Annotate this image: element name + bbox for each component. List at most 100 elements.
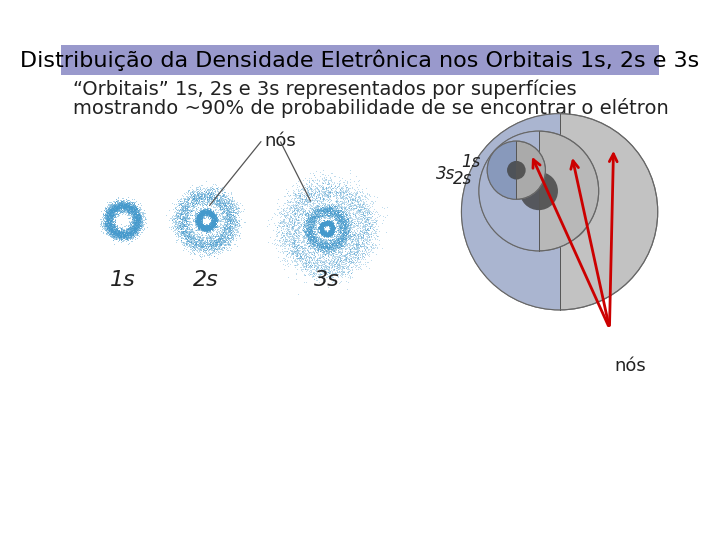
Point (220, 205, 232, 214)
Point (204, 207, 215, 216)
Point (314, 221, 325, 230)
Point (341, 251, 352, 259)
Point (287, 254, 299, 262)
Point (305, 239, 316, 248)
Point (129, 214, 140, 222)
Point (194, 208, 205, 217)
Point (130, 211, 142, 219)
Point (320, 229, 331, 238)
Point (300, 209, 312, 218)
Point (185, 226, 197, 234)
Point (323, 206, 334, 214)
Point (127, 204, 139, 212)
Point (129, 221, 140, 230)
Point (308, 232, 320, 241)
Point (115, 235, 127, 244)
Point (172, 225, 184, 234)
Point (302, 206, 313, 214)
Point (207, 221, 218, 230)
Point (128, 205, 140, 213)
Point (130, 211, 141, 219)
Point (361, 248, 372, 256)
Point (125, 228, 137, 237)
Point (201, 188, 212, 197)
Point (345, 257, 356, 266)
Point (320, 227, 331, 236)
Point (322, 231, 333, 239)
Point (197, 241, 209, 250)
Point (338, 215, 349, 224)
Point (331, 241, 343, 250)
Point (358, 199, 369, 208)
Point (351, 249, 363, 258)
Point (316, 227, 328, 235)
Point (195, 222, 207, 231)
Point (315, 220, 327, 228)
Point (308, 217, 320, 225)
Point (199, 224, 210, 232)
Point (316, 225, 328, 234)
Point (181, 199, 193, 207)
Point (108, 221, 120, 230)
Point (110, 204, 122, 212)
Point (356, 222, 367, 231)
Point (189, 237, 200, 245)
Point (305, 240, 317, 249)
Point (105, 231, 117, 239)
Point (204, 223, 216, 232)
Point (121, 225, 132, 233)
Point (324, 237, 336, 245)
Point (342, 228, 354, 237)
Point (209, 217, 220, 225)
Point (220, 241, 232, 249)
Point (297, 185, 309, 194)
Point (177, 227, 189, 235)
Point (314, 223, 325, 232)
Point (318, 227, 329, 236)
Point (192, 212, 204, 221)
Point (318, 238, 330, 247)
Point (130, 208, 141, 217)
Point (317, 241, 328, 250)
Point (306, 255, 318, 264)
Point (115, 201, 127, 210)
Point (192, 211, 204, 220)
Point (125, 207, 137, 215)
Point (102, 222, 113, 231)
Point (314, 237, 325, 246)
Point (192, 212, 203, 220)
Point (297, 237, 308, 246)
Point (321, 220, 333, 228)
Point (315, 224, 327, 232)
Point (339, 224, 351, 233)
Point (176, 214, 188, 223)
Point (111, 204, 122, 213)
Point (193, 239, 204, 247)
Point (284, 226, 296, 235)
Point (189, 192, 201, 200)
Point (215, 204, 226, 212)
Point (125, 231, 137, 239)
Point (100, 223, 112, 232)
Point (361, 213, 372, 221)
Point (322, 228, 333, 237)
Point (124, 204, 135, 212)
Point (223, 223, 235, 232)
Point (122, 230, 133, 239)
Point (212, 237, 223, 246)
Point (322, 230, 333, 239)
Point (314, 242, 325, 251)
Point (196, 240, 207, 248)
Point (346, 231, 358, 240)
Point (109, 205, 120, 214)
Point (318, 202, 329, 211)
Point (119, 200, 130, 209)
Point (352, 243, 364, 252)
Point (109, 224, 120, 232)
Point (359, 226, 371, 235)
Point (200, 208, 212, 217)
Point (100, 204, 112, 212)
Point (369, 241, 381, 250)
Point (343, 225, 354, 233)
Point (311, 245, 323, 253)
